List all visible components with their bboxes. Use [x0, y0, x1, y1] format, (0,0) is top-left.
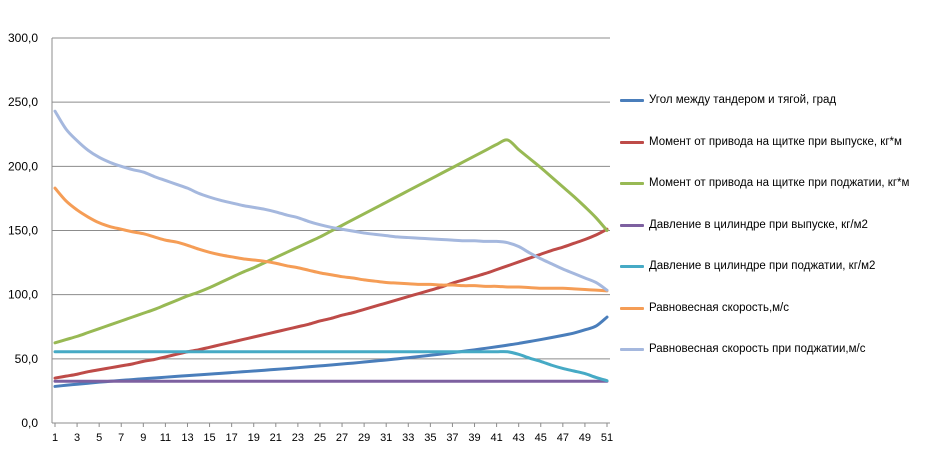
x-tick-label: 29: [358, 432, 370, 444]
x-tick-label: 49: [579, 432, 591, 444]
x-tick-label: 45: [535, 432, 547, 444]
x-axis-ticks: 1 3 5 7 9 11 13 15 17 19 21 23 25 27 29 31 33 35 37 39 41 43 4…: [52, 423, 613, 444]
legend-swatch: [620, 306, 644, 310]
x-tick-label: 7: [118, 432, 124, 444]
x-tick-label: 21: [270, 432, 282, 444]
legend-swatch: [620, 265, 644, 268]
x-tick-label: 25: [314, 432, 326, 444]
legend-item-1: Угол между тандером и тягой, град: [620, 92, 940, 108]
legend-label: Момент от привода на щитке при выпуске, …: [649, 135, 902, 148]
x-tick-label: 37: [446, 432, 458, 444]
x-tick-label: 39: [468, 432, 480, 444]
x-tick-label: 33: [402, 432, 414, 444]
legend-label: Угол между тандером и тягой, град: [649, 94, 837, 106]
legend-item-5: Давление в цилиндре при поджатии, кг/м2: [620, 258, 940, 274]
legend-item-3: Момент от привода на щитке при поджатии,…: [620, 175, 940, 191]
legend-label: Давление в цилиндре при выпуске, кг/м2: [649, 218, 868, 231]
series-line-3: [53, 138, 609, 345]
y-tick-label: 250,0: [8, 95, 38, 109]
x-tick-label: 13: [181, 432, 193, 444]
y-tick-label: 300,0: [8, 31, 38, 45]
legend-swatch: [620, 99, 644, 102]
x-tick-label: 31: [380, 432, 392, 444]
x-tick-label: 19: [248, 432, 260, 444]
y-tick-label: 150,0: [8, 224, 38, 238]
legend-item-4: Давление в цилиндре при выпуске, кг/м2: [620, 217, 940, 233]
series-line-2: [53, 227, 609, 380]
x-tick-label: 41: [490, 432, 502, 444]
x-tick-label: 17: [226, 432, 238, 444]
x-tick-label: 1: [52, 432, 58, 444]
x-tick-label: 35: [424, 432, 436, 444]
x-tick-label: 43: [513, 432, 525, 444]
x-tick-label: 23: [292, 432, 304, 444]
legend-item-6: Равновесная скорость,м/с: [620, 300, 940, 316]
legend-label: Равновесная скорость,м/с: [649, 301, 789, 314]
legend-swatch: [620, 348, 644, 351]
series-line-5: [53, 350, 609, 383]
series-line-1: [53, 315, 609, 388]
legend-item-2: Момент от привода на щитке при выпуске, …: [620, 134, 940, 150]
x-tick-label: 51: [601, 432, 613, 444]
legend-label: Равновесная скорость при поджатии,м/с: [649, 343, 866, 355]
series-line-6: [53, 186, 609, 293]
legend-swatch: [620, 182, 644, 185]
x-tick-label: 47: [557, 432, 569, 444]
x-tick-label: 3: [74, 432, 80, 444]
x-tick-label: 27: [336, 432, 348, 444]
legend-label: Момент от привода на щитке при поджатии,…: [649, 177, 910, 189]
y-tick-label: 50,0: [15, 352, 39, 366]
axes: [51, 38, 610, 424]
series-lines: [53, 109, 609, 388]
series-line-7: [53, 109, 609, 292]
x-tick-label: 5: [96, 432, 102, 444]
grid-lines: [52, 37, 610, 360]
x-tick-label: 11: [160, 432, 171, 444]
x-tick-label: 15: [203, 432, 215, 444]
legend-swatch: [620, 140, 644, 144]
y-tick-label: 0,0: [21, 416, 38, 430]
legend-label: Давление в цилиндре при поджатии, кг/м2: [649, 260, 876, 272]
y-tick-label: 200,0: [8, 159, 38, 173]
legend-item-7: Равновесная скорость при поджатии,м/с: [620, 341, 940, 357]
legend-swatch: [620, 223, 644, 227]
x-tick-label: 9: [140, 432, 146, 444]
y-axis-ticks: 0,0 50,0 100,0 150,0 200,0 250,0 300,0: [8, 31, 38, 430]
y-tick-label: 100,0: [8, 288, 38, 302]
